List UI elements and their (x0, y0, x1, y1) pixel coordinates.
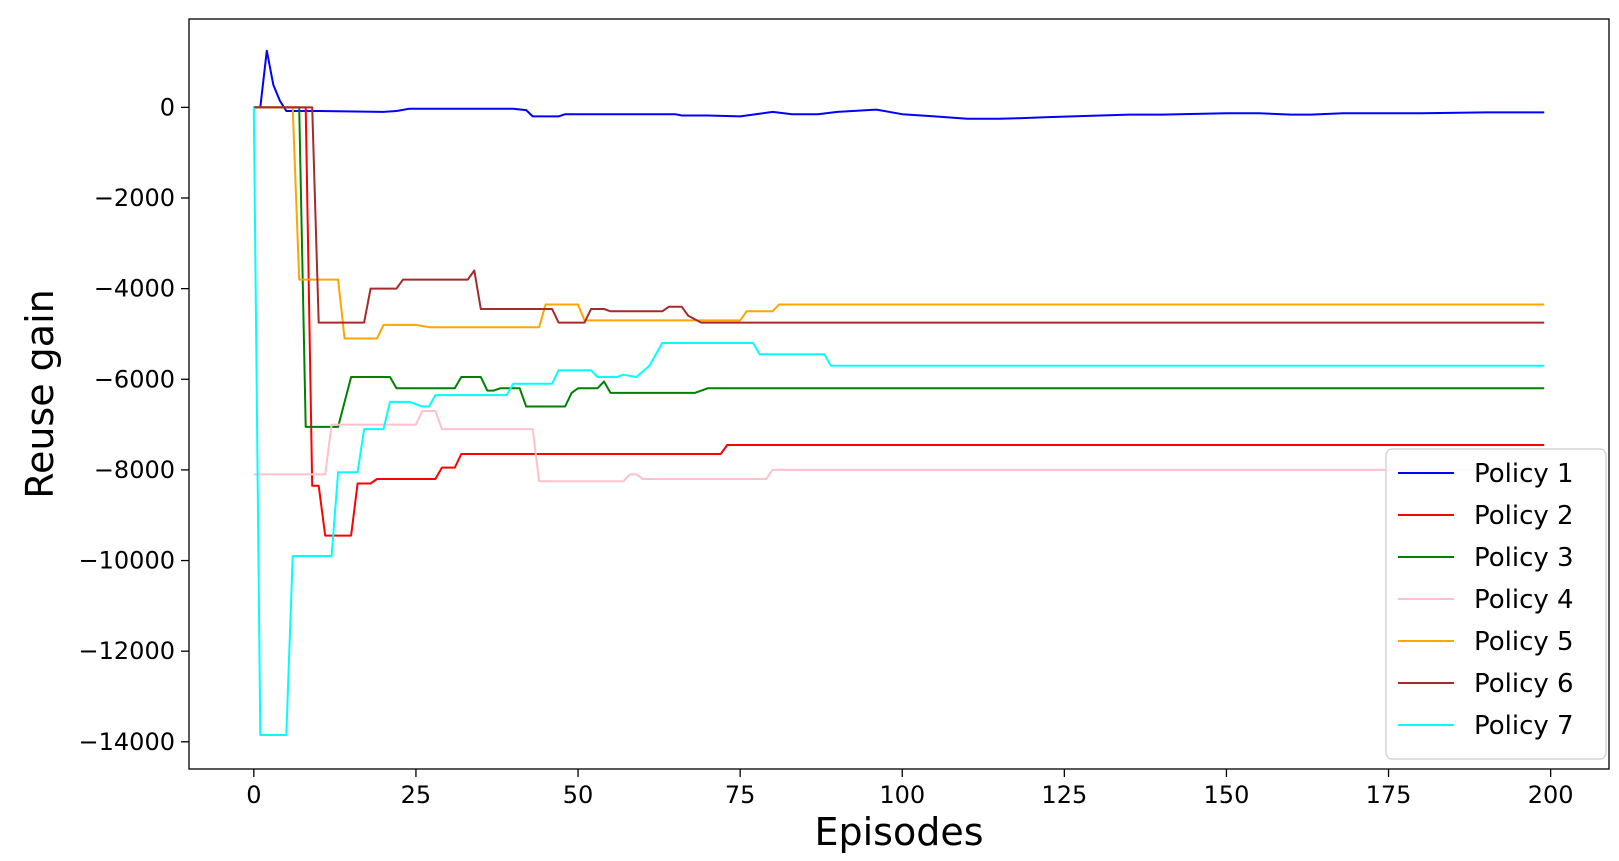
x-tick-label: 0 (246, 781, 261, 809)
series-line-policy-7 (252, 107, 1545, 736)
legend-label: Policy 7 (1474, 711, 1574, 741)
series-layer (252, 49, 1545, 736)
series-line-policy-5 (253, 106, 1545, 340)
legend-label: Policy 4 (1474, 585, 1574, 615)
x-tick-label: 175 (1366, 781, 1412, 809)
legend-label: Policy 1 (1474, 459, 1574, 489)
series-line-policy-3 (253, 106, 1545, 428)
x-tick-label: 25 (401, 781, 432, 809)
y-tick-label: 0 (160, 93, 175, 121)
x-tick-label: 75 (725, 781, 756, 809)
series-line-policy-2 (253, 106, 1545, 537)
legend-label: Policy 3 (1474, 543, 1574, 573)
x-tick-label: 150 (1204, 781, 1250, 809)
plot-area (188, 18, 1610, 770)
y-axis-label: Reuse gain (18, 289, 62, 498)
y-tick-label: −10000 (79, 547, 175, 575)
x-tick-label: 125 (1041, 781, 1087, 809)
y-tick-label: −12000 (79, 637, 175, 665)
series-line-policy-1 (253, 49, 1545, 120)
y-tick-label: −14000 (79, 728, 175, 756)
legend-box (1385, 448, 1607, 760)
legend-label: Policy 5 (1474, 627, 1574, 657)
legend: Policy 1 Policy 2 Policy 3 Policy 4 Policy 5… (1385, 448, 1607, 760)
y-tick-label: −8000 (94, 456, 175, 484)
x-tick-label: 100 (879, 781, 925, 809)
series-line-policy-6 (253, 106, 1545, 324)
series-line-policy-4 (253, 410, 1545, 483)
legend-label: Policy 2 (1474, 501, 1574, 531)
x-axis: 0 25 50 75 100 125 150 175 200 (246, 769, 1574, 809)
y-tick-label: −6000 (94, 365, 175, 393)
x-tick-label: 50 (563, 781, 594, 809)
x-axis-label: Episodes (814, 810, 983, 854)
y-tick-label: −4000 (94, 275, 175, 303)
legend-label: Policy 6 (1474, 669, 1574, 699)
y-axis: 0 −2000 −4000 −6000 −8000 −10000 −12000 −14000 (79, 93, 189, 756)
x-tick-label: 200 (1528, 781, 1574, 809)
y-tick-label: −2000 (94, 184, 175, 212)
